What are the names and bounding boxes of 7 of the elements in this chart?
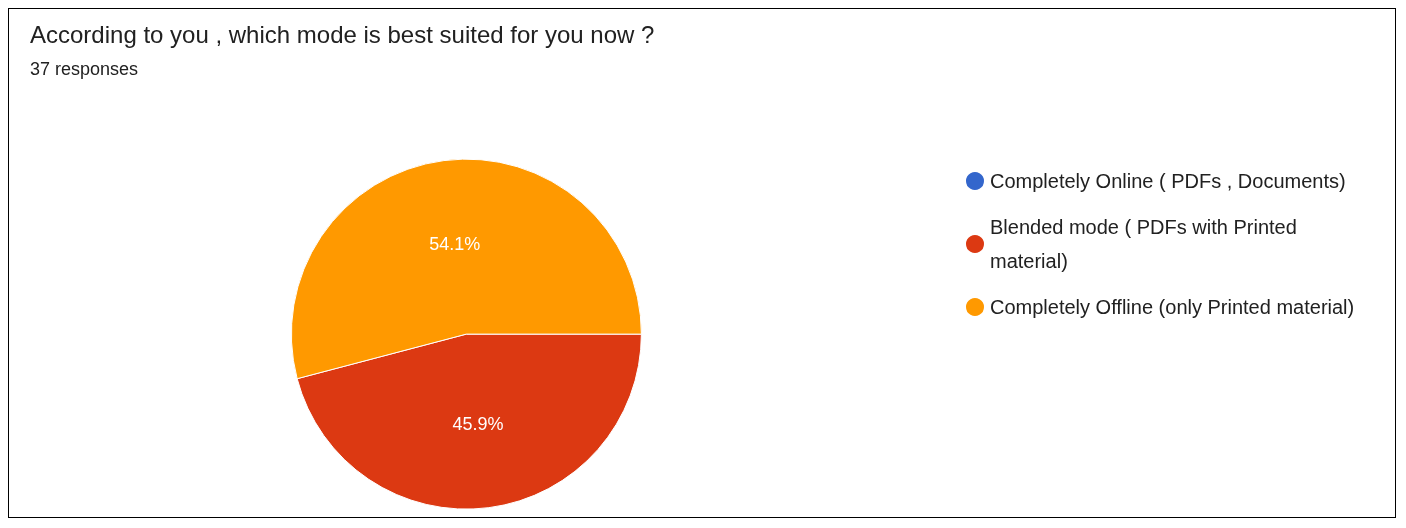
legend-label: Completely Offline (only Printed material) (990, 296, 1355, 318)
legend-label: Blended mode ( PDFs with Printed material) (990, 216, 1303, 272)
text: 37 responses (30, 59, 139, 79)
chart-title: According to you , which mode is best suited for you now ? (30, 20, 655, 48)
data-label: 54.1% (429, 234, 481, 255)
legend-label: Completely Online ( PDFs , Documents) (990, 170, 1346, 192)
data-label: 45.9% (452, 413, 504, 434)
